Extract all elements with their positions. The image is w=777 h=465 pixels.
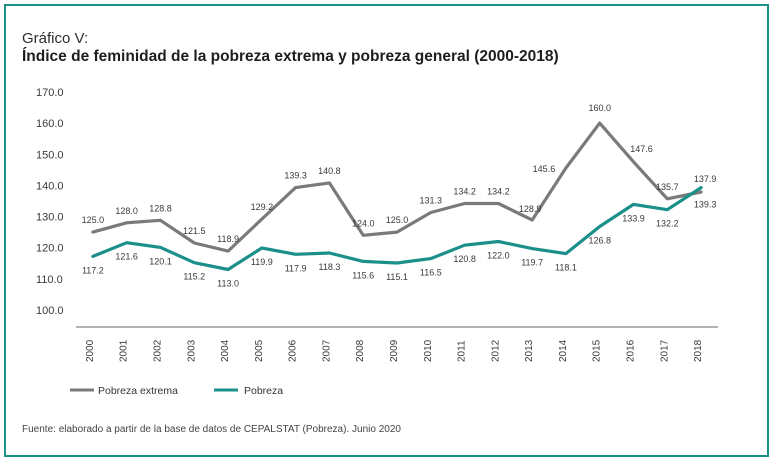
- data-label-pobreza-extrema: 118.9: [217, 234, 239, 244]
- x-tick-label: 2018: [693, 339, 704, 362]
- x-tick-label: 2009: [389, 339, 400, 362]
- data-label-pobreza: 120.1: [149, 256, 172, 266]
- data-label-pobreza: 117.9: [285, 263, 307, 273]
- data-label-pobreza-extrema: 139.3: [284, 171, 307, 181]
- data-label-pobreza-extrema: 129.2: [251, 202, 274, 212]
- x-tick-label: 2003: [186, 339, 197, 362]
- x-tick-label: 2012: [490, 339, 501, 362]
- y-tick-label: 160.0: [36, 118, 64, 130]
- data-label-pobreza-extrema: 137.9: [694, 174, 717, 184]
- y-tick-label: 110.0: [36, 274, 63, 286]
- data-label-pobreza: 113.0: [217, 279, 239, 289]
- x-tick-label: 2014: [558, 339, 569, 362]
- y-tick-label: 170.0: [36, 87, 64, 99]
- data-label-pobreza: 133.9: [622, 213, 645, 223]
- data-label-pobreza: 115.2: [183, 272, 205, 282]
- data-label-pobreza-extrema: 140.8: [318, 166, 341, 176]
- x-tick-label: 2013: [524, 339, 535, 362]
- data-label-pobreza-extrema: 134.2: [453, 186, 476, 196]
- x-tick-label: 2010: [423, 339, 434, 362]
- data-label-pobreza-extrema: 125.0: [82, 215, 105, 225]
- legend-label: Pobreza: [244, 385, 283, 397]
- data-label-pobreza-extrema: 128.9: [519, 204, 542, 214]
- x-tick-label: 2007: [321, 339, 332, 362]
- x-tick-label: 2005: [254, 339, 265, 362]
- data-label-pobreza: 122.0: [487, 250, 510, 260]
- data-label-pobreza-extrema: 145.6: [533, 164, 556, 174]
- data-label-pobreza: 119.9: [251, 257, 273, 267]
- data-label-pobreza: 119.7: [521, 258, 543, 268]
- data-label-pobreza-extrema: 134.2: [487, 186, 510, 196]
- data-label-pobreza: 115.6: [352, 270, 374, 280]
- data-label-pobreza-extrema: 125.0: [386, 215, 409, 225]
- x-tick-label: 2000: [85, 339, 96, 362]
- data-label-pobreza: 121.6: [115, 252, 138, 262]
- data-label-pobreza: 118.1: [555, 263, 577, 273]
- series-lines: [91, 121, 703, 272]
- data-labels: 125.0 128.0 128.8 121.5 118.9 129.2 139.3 140.8…: [82, 103, 717, 288]
- title-block: Gráfico V: Índice de feminidad de la pob…: [22, 30, 559, 67]
- figure-title: Índice de feminidad de la pobreza extrem…: [22, 48, 559, 65]
- data-label-pobreza: 126.8: [588, 236, 611, 246]
- y-axis-ticks: 170.0 160.0 150.0 140.0 130.0 120.0 110.0 100.0: [36, 87, 64, 317]
- y-tick-label: 150.0: [36, 149, 64, 161]
- data-label-pobreza: 139.3: [694, 200, 717, 210]
- x-tick-label: 2002: [152, 339, 163, 362]
- x-tick-label: 2008: [355, 339, 366, 362]
- x-tick-label: 2016: [626, 339, 637, 362]
- legend: Pobreza extrema Pobreza: [70, 385, 283, 397]
- x-tick-label: 2004: [220, 339, 231, 362]
- data-label-pobreza: 116.5: [420, 268, 442, 278]
- figure-kicker: Gráfico V:: [22, 30, 89, 47]
- legend-label: Pobreza extrema: [98, 385, 178, 397]
- y-tick-label: 140.0: [36, 180, 64, 192]
- data-label-pobreza: 120.8: [453, 254, 476, 264]
- data-label-pobreza: 118.3: [318, 262, 340, 272]
- data-label-pobreza: 132.2: [656, 219, 679, 229]
- x-axis-ticks: 2000 2001 2002 2003 2004 2005 2006 2007 2008 2009…: [85, 339, 704, 362]
- x-tick-label: 2017: [659, 339, 670, 362]
- y-tick-label: 100.0: [36, 305, 64, 317]
- y-tick-label: 120.0: [36, 243, 64, 255]
- data-label-pobreza-extrema: 147.6: [630, 144, 653, 154]
- data-label-pobreza-extrema: 160.0: [588, 103, 611, 113]
- x-tick-label: 2006: [288, 339, 299, 362]
- data-label-pobreza: 117.2: [82, 265, 104, 275]
- data-label-pobreza-extrema: 131.3: [420, 196, 443, 206]
- x-tick-label: 2015: [592, 339, 603, 362]
- data-label-pobreza-extrema: 128.0: [115, 206, 138, 216]
- figure-frame: [4, 4, 769, 457]
- y-tick-label: 130.0: [36, 212, 64, 224]
- x-tick-label: 2011: [457, 340, 468, 362]
- data-label-pobreza: 115.1: [386, 272, 408, 282]
- source-note: Fuente: elaborado a partir de la base de…: [22, 424, 401, 435]
- data-label-pobreza-extrema: 124.0: [352, 218, 375, 228]
- data-label-pobreza-extrema: 135.7: [656, 182, 679, 192]
- data-label-pobreza-extrema: 121.5: [183, 226, 206, 236]
- data-label-pobreza-extrema: 128.8: [149, 203, 172, 213]
- x-tick-label: 2001: [119, 339, 130, 362]
